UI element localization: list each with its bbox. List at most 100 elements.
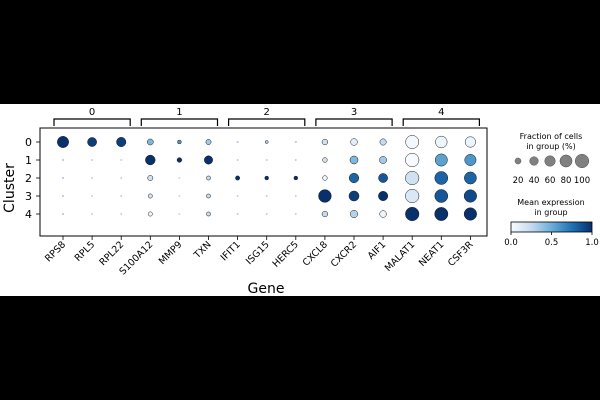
dot-2-ISG15 <box>264 175 269 181</box>
dot-0-CXCL8 <box>321 138 329 146</box>
size-legend-dot-40 <box>529 156 539 166</box>
dot-3-NEAT1 <box>434 189 449 203</box>
x-tick-label: HERC5 <box>271 239 301 269</box>
x-tick-label: RPS8 <box>43 239 68 264</box>
size-legend-dot-60 <box>544 155 556 167</box>
x-tick-label: TXN <box>191 239 213 261</box>
size-legend-dot-100 <box>575 154 590 169</box>
dot-0-HERC5 <box>294 140 297 144</box>
dot-2-IFIT1 <box>235 175 241 181</box>
dot-0-MALAT1 <box>405 135 420 149</box>
dot-0-IFIT1 <box>236 140 239 144</box>
dot-4-ISG15 <box>265 213 268 215</box>
dot-3-MMP9 <box>178 194 181 198</box>
x-tick-label: CSF3R <box>446 239 476 269</box>
dot-2-NEAT1 <box>434 171 449 185</box>
y-axis-label: Cluster <box>2 163 18 213</box>
dot-0-MMP9 <box>177 139 182 145</box>
x-tick-label: IFIT1 <box>219 239 243 263</box>
dot-4-CXCL8 <box>321 210 329 218</box>
dot-4-RPL5 <box>91 213 94 215</box>
dot-4-MALAT1 <box>405 206 420 222</box>
dot-4-CSF3R <box>463 207 477 221</box>
dots-layer <box>57 135 477 222</box>
x-tick-label: MALAT1 <box>383 239 418 274</box>
bracket-label: 4 <box>438 107 444 118</box>
colorbar-tick-label: 0.0 <box>504 238 518 248</box>
dot-1-IFIT1 <box>236 159 239 161</box>
dot-3-CSF3R <box>463 189 477 203</box>
dot-1-HERC5 <box>294 159 297 161</box>
bracket-group-3 <box>315 118 393 126</box>
dot-4-TXN <box>206 211 211 217</box>
dot-0-RPL22 <box>116 137 127 147</box>
y-axis: 0 1 2 3 4 <box>25 136 40 221</box>
bracket-group-4 <box>402 118 480 126</box>
dot-2-CXCL8 <box>322 175 328 181</box>
dot-1-MALAT1 <box>405 152 420 168</box>
x-tick-label: ISG15 <box>244 239 272 267</box>
x-axis-label: Gene <box>248 281 285 296</box>
size-legend-dot-80 <box>559 154 573 168</box>
dot-4-S100A12 <box>147 211 153 217</box>
size-legend-title-line1: Fraction of cells <box>520 132 583 141</box>
dot-2-RPL22 <box>120 177 123 179</box>
dot-2-RPL5 <box>91 177 94 179</box>
dot-1-RPS8 <box>61 158 65 162</box>
color-legend: Mean expression in group 0.0 0.5 1.0 <box>504 198 599 248</box>
bracket-group-0 <box>53 118 131 126</box>
colorbar <box>510 221 593 233</box>
y-tick-label: 3 <box>25 190 32 203</box>
dot-2-TXN <box>206 175 211 181</box>
dot-2-CXCR2 <box>348 172 360 184</box>
dot-3-RPL22 <box>120 195 123 197</box>
dot-4-AIF1 <box>379 210 387 218</box>
dot-1-CXCR2 <box>349 155 359 165</box>
bracket-label: 1 <box>176 107 182 118</box>
dot-3-AIF1 <box>378 191 389 201</box>
x-tick-label: NEAT1 <box>417 239 446 268</box>
x-tick-label: CXCR2 <box>329 239 359 269</box>
size-legend: Fraction of cells in group (%) 20 40 60 80 1… <box>513 132 591 186</box>
bracket-label: 2 <box>264 107 270 118</box>
dot-3-ISG15 <box>265 195 268 197</box>
dot-4-IFIT1 <box>236 213 239 215</box>
dot-3-S100A12 <box>147 193 153 199</box>
dot-3-TXN <box>206 193 211 199</box>
dot-3-CXCR2 <box>348 190 360 202</box>
plot-frame <box>39 127 488 237</box>
dot-1-RPL22 <box>120 159 123 161</box>
dot-0-CXCR2 <box>350 138 358 146</box>
dot-4-RPS8 <box>61 212 65 216</box>
dot-4-MMP9 <box>178 212 181 216</box>
dot-1-TXN <box>204 155 213 165</box>
dot-0-TXN <box>205 139 212 145</box>
x-tick-label: MMP9 <box>157 239 185 267</box>
dot-1-NEAT1 <box>434 153 448 167</box>
dot-1-RPL5 <box>91 159 94 161</box>
size-legend-label: 100 <box>574 176 590 186</box>
bracket-label: 0 <box>89 107 95 118</box>
dot-4-RPL22 <box>120 213 123 215</box>
size-legend-dot-20 <box>514 157 522 165</box>
bracket-group-2 <box>228 118 306 126</box>
dot-1-CSF3R <box>464 154 477 166</box>
dot-1-AIF1 <box>379 156 387 164</box>
dot-4-NEAT1 <box>434 207 449 221</box>
y-tick-label: 2 <box>25 172 32 185</box>
dot-3-HERC5 <box>294 195 297 197</box>
bracket-group-1 <box>140 118 219 126</box>
colorbar-tick-label: 0.5 <box>545 238 559 248</box>
dot-0-ISG15 <box>264 140 269 144</box>
dot-1-S100A12 <box>145 154 156 166</box>
dot-2-CSF3R <box>464 171 477 185</box>
bracket-label: 3 <box>351 107 357 118</box>
dot-3-CXCL8 <box>318 189 332 203</box>
dot-0-NEAT1 <box>435 135 448 149</box>
dot-1-MMP9 <box>176 157 183 163</box>
x-tick-label: RPL5 <box>73 239 98 264</box>
color-legend-title-line1: Mean expression <box>517 198 585 207</box>
dot-2-RPS8 <box>61 176 65 180</box>
